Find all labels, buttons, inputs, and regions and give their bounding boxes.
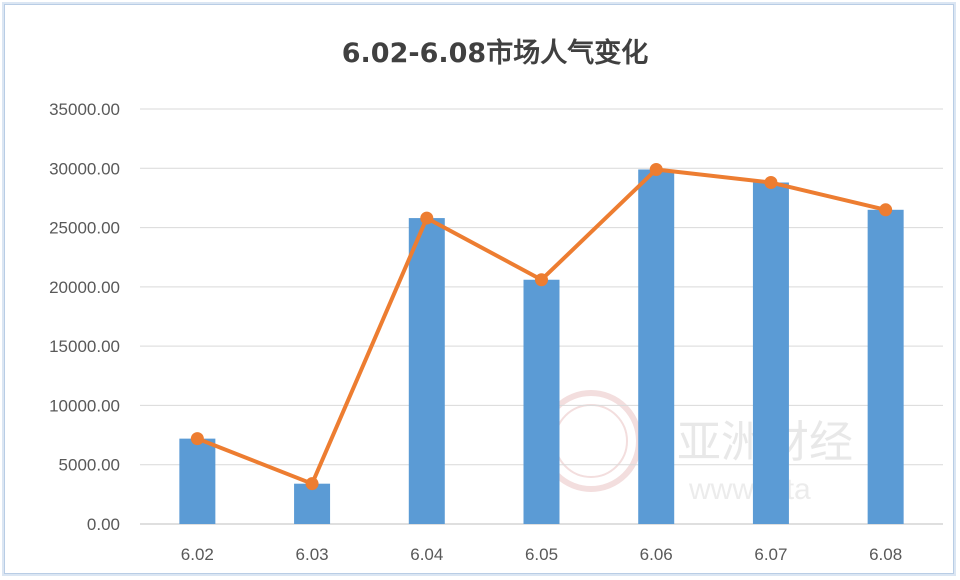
x-tick-label: 6.06 xyxy=(640,545,673,564)
bar-6.06 xyxy=(638,169,675,524)
watermark-logo-inner-ring xyxy=(554,404,628,478)
y-tick-label: 5000.00 xyxy=(59,456,120,475)
y-tick-label: 35000.00 xyxy=(49,100,120,119)
line-point-6.02 xyxy=(190,432,204,446)
bar-6.08 xyxy=(867,209,904,525)
bar-series xyxy=(179,169,904,525)
line-series xyxy=(190,162,893,491)
y-tick-label: 0.00 xyxy=(87,515,120,534)
x-axis-ticks: 6.02 6.03 6.04 6.05 6.06 6.07 6.08 xyxy=(181,545,902,564)
bar-6.03 xyxy=(294,483,331,524)
watermark-url: www.afta xyxy=(688,473,811,506)
line-point-6.06 xyxy=(649,162,663,176)
line-point-6.04 xyxy=(420,211,434,225)
x-tick-label: 6.02 xyxy=(181,545,214,564)
line-point-6.05 xyxy=(535,273,548,287)
x-tick-label: 6.08 xyxy=(869,545,902,564)
y-tick-label: 15000.00 xyxy=(49,337,120,356)
y-axis-ticks: 0.00 5000.00 10000.00 15000.00 20000.00 25000… xyxy=(49,100,120,534)
bar-6.07 xyxy=(752,182,789,524)
chart-title: 6.02-6.08市场人气变化 xyxy=(342,37,648,69)
chart-frame: 亚洲财经 www.afta 0.00 5000.00 10000.00 15000.0… xyxy=(4,4,954,574)
y-tick-label: 30000.00 xyxy=(49,159,120,178)
y-tick-label: 10000.00 xyxy=(49,396,120,415)
watermark: 亚洲财经 www.afta xyxy=(540,390,853,506)
bar-6.04 xyxy=(408,218,445,525)
line-point-6.07 xyxy=(764,176,778,190)
x-tick-label: 6.07 xyxy=(754,545,787,564)
chart: 亚洲财经 www.afta 0.00 5000.00 10000.00 15000.0… xyxy=(49,37,943,564)
bar-6.02 xyxy=(179,438,216,524)
x-tick-label: 6.03 xyxy=(296,545,329,564)
y-tick-label: 20000.00 xyxy=(49,278,120,297)
line-point-6.08 xyxy=(879,203,893,217)
bar-6.05 xyxy=(523,279,560,524)
line-point-6.03 xyxy=(305,477,319,491)
y-tick-label: 25000.00 xyxy=(49,219,120,238)
x-tick-label: 6.04 xyxy=(410,545,443,564)
x-tick-label: 6.05 xyxy=(525,545,558,564)
